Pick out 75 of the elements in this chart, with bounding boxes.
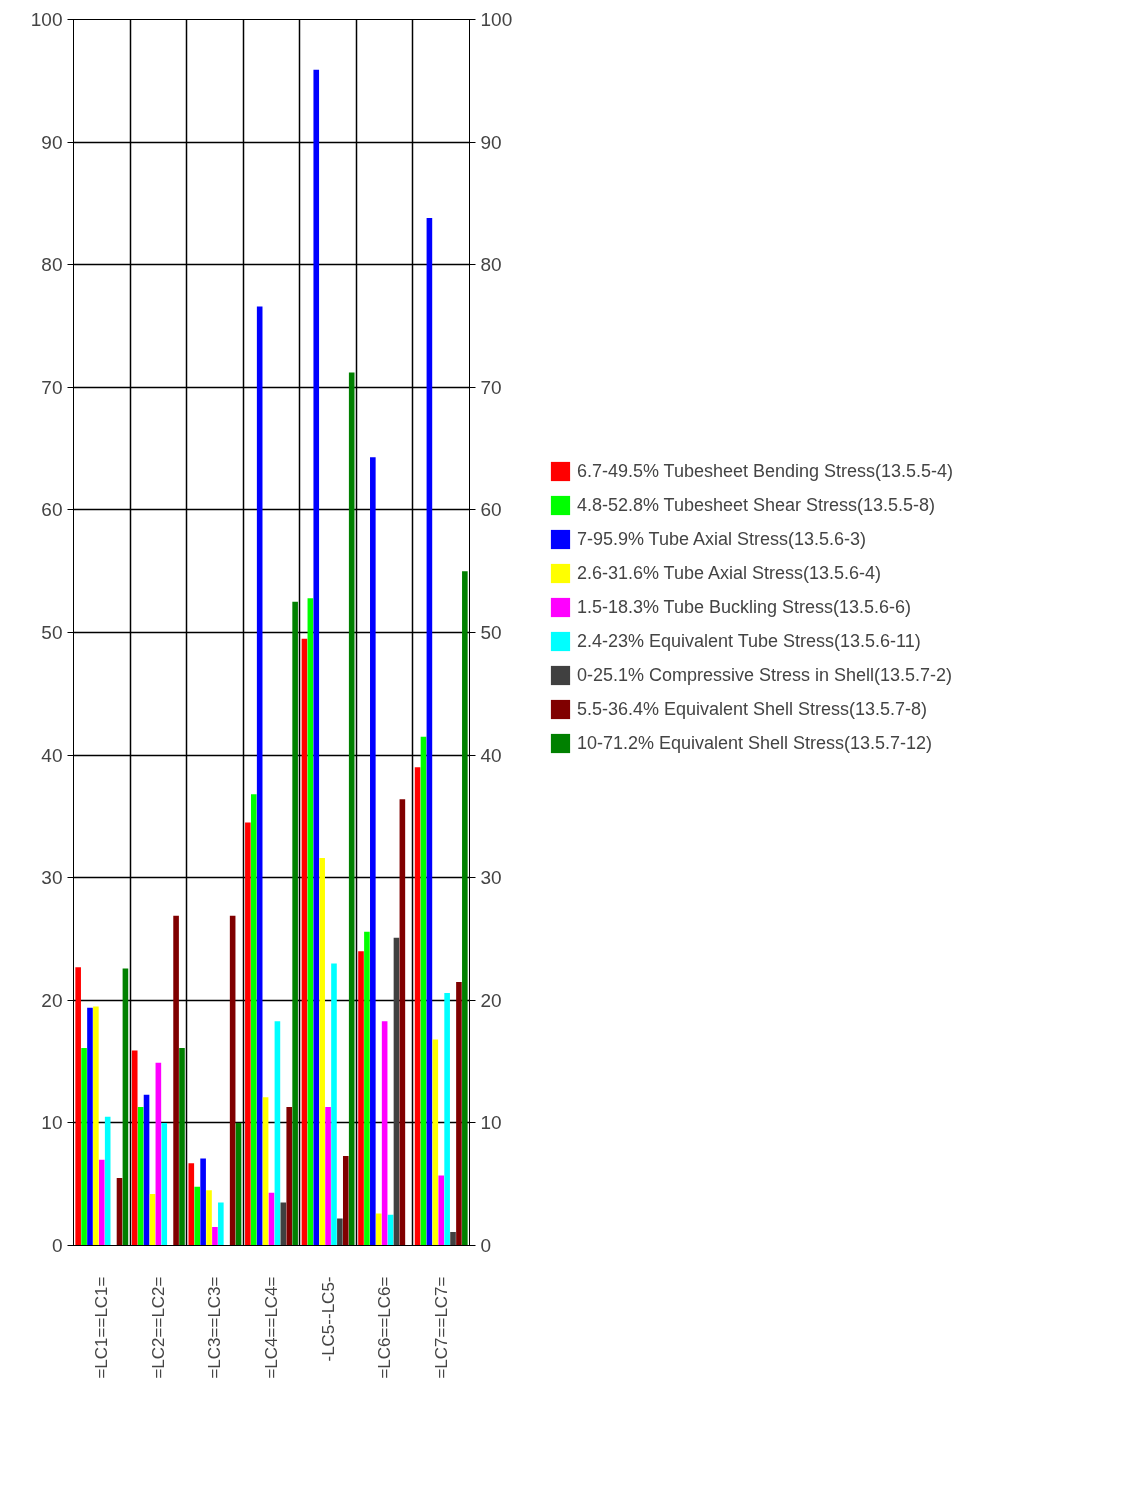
bar: [218, 1202, 224, 1246]
bar: [200, 1158, 206, 1246]
bar: [179, 1048, 185, 1246]
y2-tick-label: 90: [480, 131, 502, 153]
bar: [131, 1050, 138, 1246]
y-tick-label: 100: [30, 9, 63, 30]
x-tick-label: =LC1==LC1=: [92, 1276, 112, 1379]
y-tick-label: 60: [41, 499, 63, 521]
y-tick-label: 40: [41, 744, 63, 766]
bar: [456, 981, 462, 1246]
bar: [462, 571, 468, 1246]
bar: [194, 1186, 201, 1246]
y2-tick-label: 50: [480, 622, 502, 643]
bar: [444, 992, 450, 1246]
y2-tick-label: 20: [480, 989, 502, 1011]
y2-tick-label: 40: [480, 744, 502, 766]
y-tick-label: 30: [41, 867, 63, 889]
bar: [98, 1159, 105, 1246]
y-tick-label: 50: [41, 622, 63, 643]
bar: [313, 69, 320, 1246]
bar: [188, 1163, 195, 1246]
x-tick-label: =LC6==LC6=: [375, 1276, 395, 1379]
bar: [75, 967, 81, 1246]
x-tick-label: -LC5--LC5-: [318, 1276, 338, 1362]
bar: [173, 915, 179, 1246]
x-tick-label: =LC4==LC4=: [262, 1276, 281, 1379]
bar: [358, 951, 364, 1246]
bar: [348, 372, 355, 1246]
y-tick-label: 90: [41, 131, 63, 153]
y2-tick-label: 0: [480, 1235, 492, 1256]
y-tick-label: 0: [51, 1235, 63, 1256]
y2-tick-label: 60: [480, 499, 502, 521]
legend-label: 2.4-23% Equivalent Tube Stress(13.5.6-11): [576, 630, 921, 652]
bar: [245, 822, 251, 1246]
bar: [337, 1218, 343, 1246]
y-tick-label: 20: [41, 989, 63, 1011]
bar: [212, 1227, 218, 1246]
bar: [325, 1106, 331, 1246]
bar: [93, 1006, 99, 1246]
bar: [286, 1106, 293, 1246]
y2-tick-label: 10: [480, 1112, 502, 1134]
bar: [161, 1122, 168, 1246]
bar: [250, 794, 257, 1246]
legend-label: 1.5-18.3% Tube Buckling Stress(13.5.6-6): [576, 596, 912, 618]
bar: [450, 1232, 456, 1246]
legend-label: 2.6-31.6% Tube Axial Stress(13.5.6-4): [576, 562, 882, 584]
bar: [81, 1048, 87, 1246]
legend-label: 10-71.2% Equivalent Shell Stress(13.5.7-12): [576, 732, 933, 754]
bar: [104, 1116, 111, 1246]
x-tick-label: =LC2==LC2=: [148, 1276, 168, 1379]
bar: [319, 858, 325, 1246]
bar: [342, 1156, 349, 1246]
x-tick-label: =LC7==LC7=: [431, 1276, 451, 1379]
bar: [364, 931, 370, 1246]
legend-label: 7-95.9% Tube Axial Stress(13.5.6-3): [576, 528, 867, 550]
legend-label: 6.7-49.5% Tubesheet Bending Stress(13.5.5-4): [576, 460, 954, 482]
x-tick-label: =LC3==LC3=: [205, 1276, 225, 1379]
bar: [432, 1039, 439, 1246]
y-tick-label: 80: [41, 254, 63, 276]
bar: [370, 457, 376, 1246]
y2-tick-label: 70: [480, 376, 502, 398]
y2-tick-label: 30: [480, 867, 502, 889]
legend-label: 4.8-52.8% Tubesheet Shear Stress(13.5.5-8): [576, 494, 936, 516]
y2-tick-label: 100: [480, 9, 513, 30]
bar: [87, 1007, 93, 1246]
y2-tick-label: 80: [480, 254, 502, 276]
bar: [292, 601, 298, 1246]
bar: [438, 1175, 445, 1246]
bar: [375, 1213, 382, 1246]
bar: [331, 963, 337, 1246]
legend-label: 0-25.1% Compressive Stress in Shell(13.5.7-2): [576, 664, 953, 686]
y-tick-label: 70: [41, 376, 63, 398]
bar: [206, 1190, 212, 1246]
y-tick-label: 10: [41, 1112, 63, 1134]
legend-label: 5.5-36.4% Equivalent Shell Stress(13.5.7-8): [576, 698, 928, 720]
